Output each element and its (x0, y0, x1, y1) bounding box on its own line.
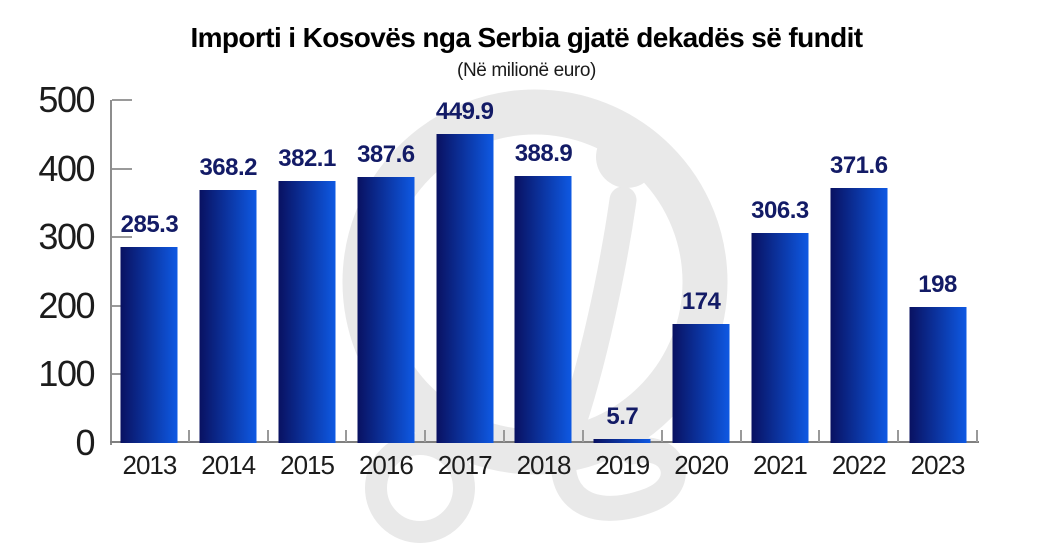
bar-slot-2019: 5.7 2019 (583, 100, 662, 480)
bar-2015 (278, 180, 336, 443)
bar-slot-2017: 449.9 2017 (425, 98, 504, 480)
bar-2021 (751, 232, 809, 443)
bar-value-label-2022: 371.6 (829, 152, 888, 180)
bar-value-label-2019: 5.7 (606, 403, 639, 431)
y-axis-line (110, 100, 112, 445)
bar-2013 (120, 247, 178, 443)
bar-value-label-2015: 382.1 (278, 144, 336, 172)
x-axis-tick (897, 430, 900, 442)
x-axis-label-2016: 2016 (358, 450, 414, 480)
x-axis-tick (345, 430, 348, 442)
y-axis-tick-500 (112, 99, 132, 101)
bar-2019 (593, 439, 651, 443)
x-axis-label-2015: 2015 (280, 450, 335, 480)
y-axis-label-300: 300 (38, 216, 95, 258)
x-axis-label-2018: 2018 (516, 450, 572, 480)
x-axis-tick (581, 430, 584, 442)
bar-slot-2021: 306.3 2021 (741, 100, 820, 480)
x-axis-tick (187, 430, 190, 442)
y-axis-label-0: 0 (75, 422, 95, 463)
plot-area: 285.3 2013 368.2 2014 382.1 2015 387.6 2016 449.… (110, 98, 977, 480)
bar-value-label-2020: 174 (681, 287, 721, 315)
x-axis-label-2023: 2023 (910, 450, 966, 480)
bar-slot-2018: 388.9 2018 (504, 100, 583, 480)
bar-2017 (436, 134, 494, 443)
x-axis-label-2014: 2014 (201, 450, 256, 480)
y-axis-label-200: 200 (38, 284, 95, 326)
y-axis-tick-300 (112, 236, 132, 239)
bar-2022 (830, 188, 888, 443)
bar-value-label-2014: 368.2 (199, 154, 257, 182)
y-axis-label-400: 400 (38, 147, 95, 189)
x-axis-tick (266, 430, 269, 442)
bar-slot-2022: 371.6 2022 (819, 100, 898, 480)
x-axis-tick (739, 430, 742, 442)
x-axis-label-2022: 2022 (831, 450, 887, 480)
bar-slot-2020: 174 2020 (662, 100, 741, 480)
y-axis-tick-400 (112, 167, 132, 170)
bar-value-label-2016: 387.6 (357, 141, 415, 169)
y-axis-label-500: 500 (38, 79, 95, 120)
bar-value-label-2017: 449.9 (435, 98, 494, 126)
bar-slot-2015: 382.1 2015 (268, 100, 347, 480)
bar-2018 (514, 176, 572, 443)
x-axis-tick (503, 430, 506, 442)
x-axis-tick (660, 430, 663, 442)
y-axis-label-100: 100 (38, 353, 95, 395)
chart-subtitle: (Në milionë euro) (457, 60, 596, 81)
bar-slot-2023: 198 2023 (898, 100, 977, 480)
bar-value-label-2018: 388.9 (514, 140, 573, 168)
bar-2020 (672, 323, 730, 443)
bar-2023 (909, 307, 967, 443)
x-axis-tick (976, 430, 978, 442)
bar-value-label-2021: 306.3 (751, 196, 809, 224)
bar-value-label-2013: 285.3 (120, 211, 179, 239)
x-axis-label-2021: 2021 (753, 450, 808, 480)
bar-value-label-2023: 198 (918, 271, 957, 299)
bar-2016 (357, 177, 415, 443)
x-axis-label-2013: 2013 (122, 450, 177, 480)
x-axis-label-2020: 2020 (674, 450, 729, 480)
bar-slot-2016: 387.6 2016 (346, 100, 425, 480)
bar-2014 (199, 190, 257, 443)
bar-slot-2013: 285.3 2013 (110, 100, 189, 480)
x-axis-label-2017: 2017 (437, 450, 493, 480)
x-axis-tick (424, 430, 427, 442)
chart-title: Importi i Kosovës nga Serbia gjatë dekad… (190, 22, 863, 53)
x-axis-label-2019: 2019 (595, 450, 650, 480)
bar-slot-2014: 368.2 2014 (189, 100, 268, 480)
x-axis-tick (818, 430, 821, 442)
